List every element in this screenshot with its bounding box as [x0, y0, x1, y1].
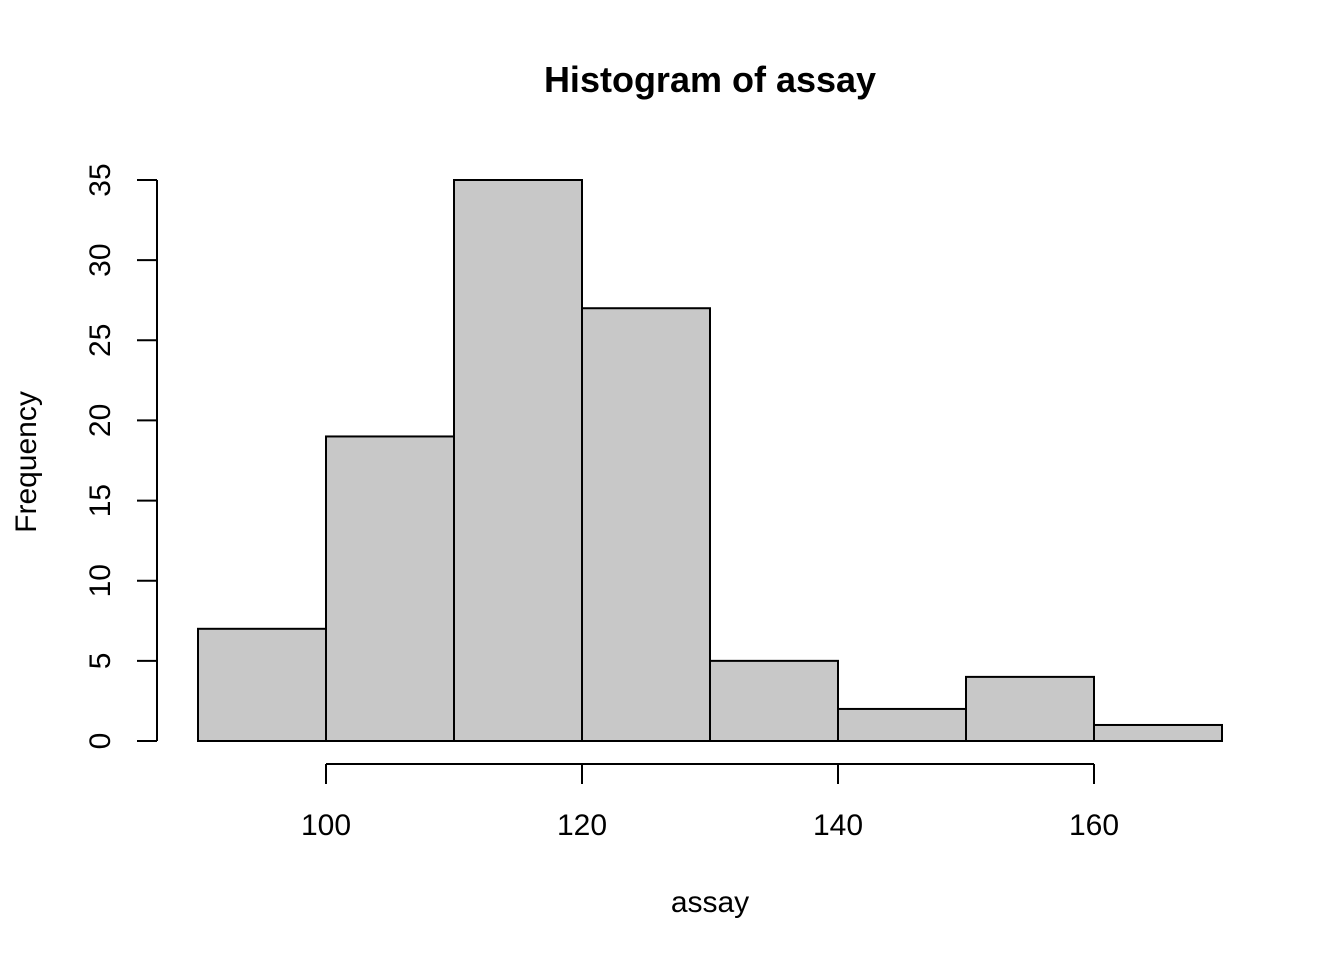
y-tick-label-25: 25	[84, 324, 117, 357]
histogram-bar-2	[453, 179, 583, 742]
y-tick-label-15: 15	[84, 484, 117, 517]
histogram-bar-3	[581, 307, 711, 742]
x-tick-label-100: 100	[301, 809, 351, 842]
chart-title: Histogram of assay	[544, 59, 876, 100]
x-axis-label: assay	[671, 886, 749, 919]
y-tick-label-0: 0	[84, 733, 117, 750]
y-tick-label-20: 20	[84, 404, 117, 437]
histogram-bar-4	[709, 659, 839, 742]
y-axis-label: Frequency	[10, 391, 43, 533]
y-axis: 0 5 10 15 20 25 30 35	[84, 163, 158, 750]
x-tick-label-140: 140	[813, 809, 863, 842]
x-axis: 100 120 140 160	[301, 763, 1119, 842]
histogram-bar-6	[965, 675, 1095, 743]
histogram-bars	[197, 179, 1223, 743]
y-tick-label-30: 30	[84, 243, 117, 276]
histogram-bar-7	[1093, 723, 1223, 743]
y-tick-label-5: 5	[84, 653, 117, 670]
y-tick-label-35: 35	[84, 163, 117, 196]
histogram-bar-5	[837, 707, 967, 743]
y-tick-label-10: 10	[84, 564, 117, 597]
x-tick-label-160: 160	[1069, 809, 1119, 842]
x-tick-label-120: 120	[557, 809, 607, 842]
histogram-bar-0	[197, 627, 327, 742]
histogram-bar-1	[325, 435, 455, 742]
